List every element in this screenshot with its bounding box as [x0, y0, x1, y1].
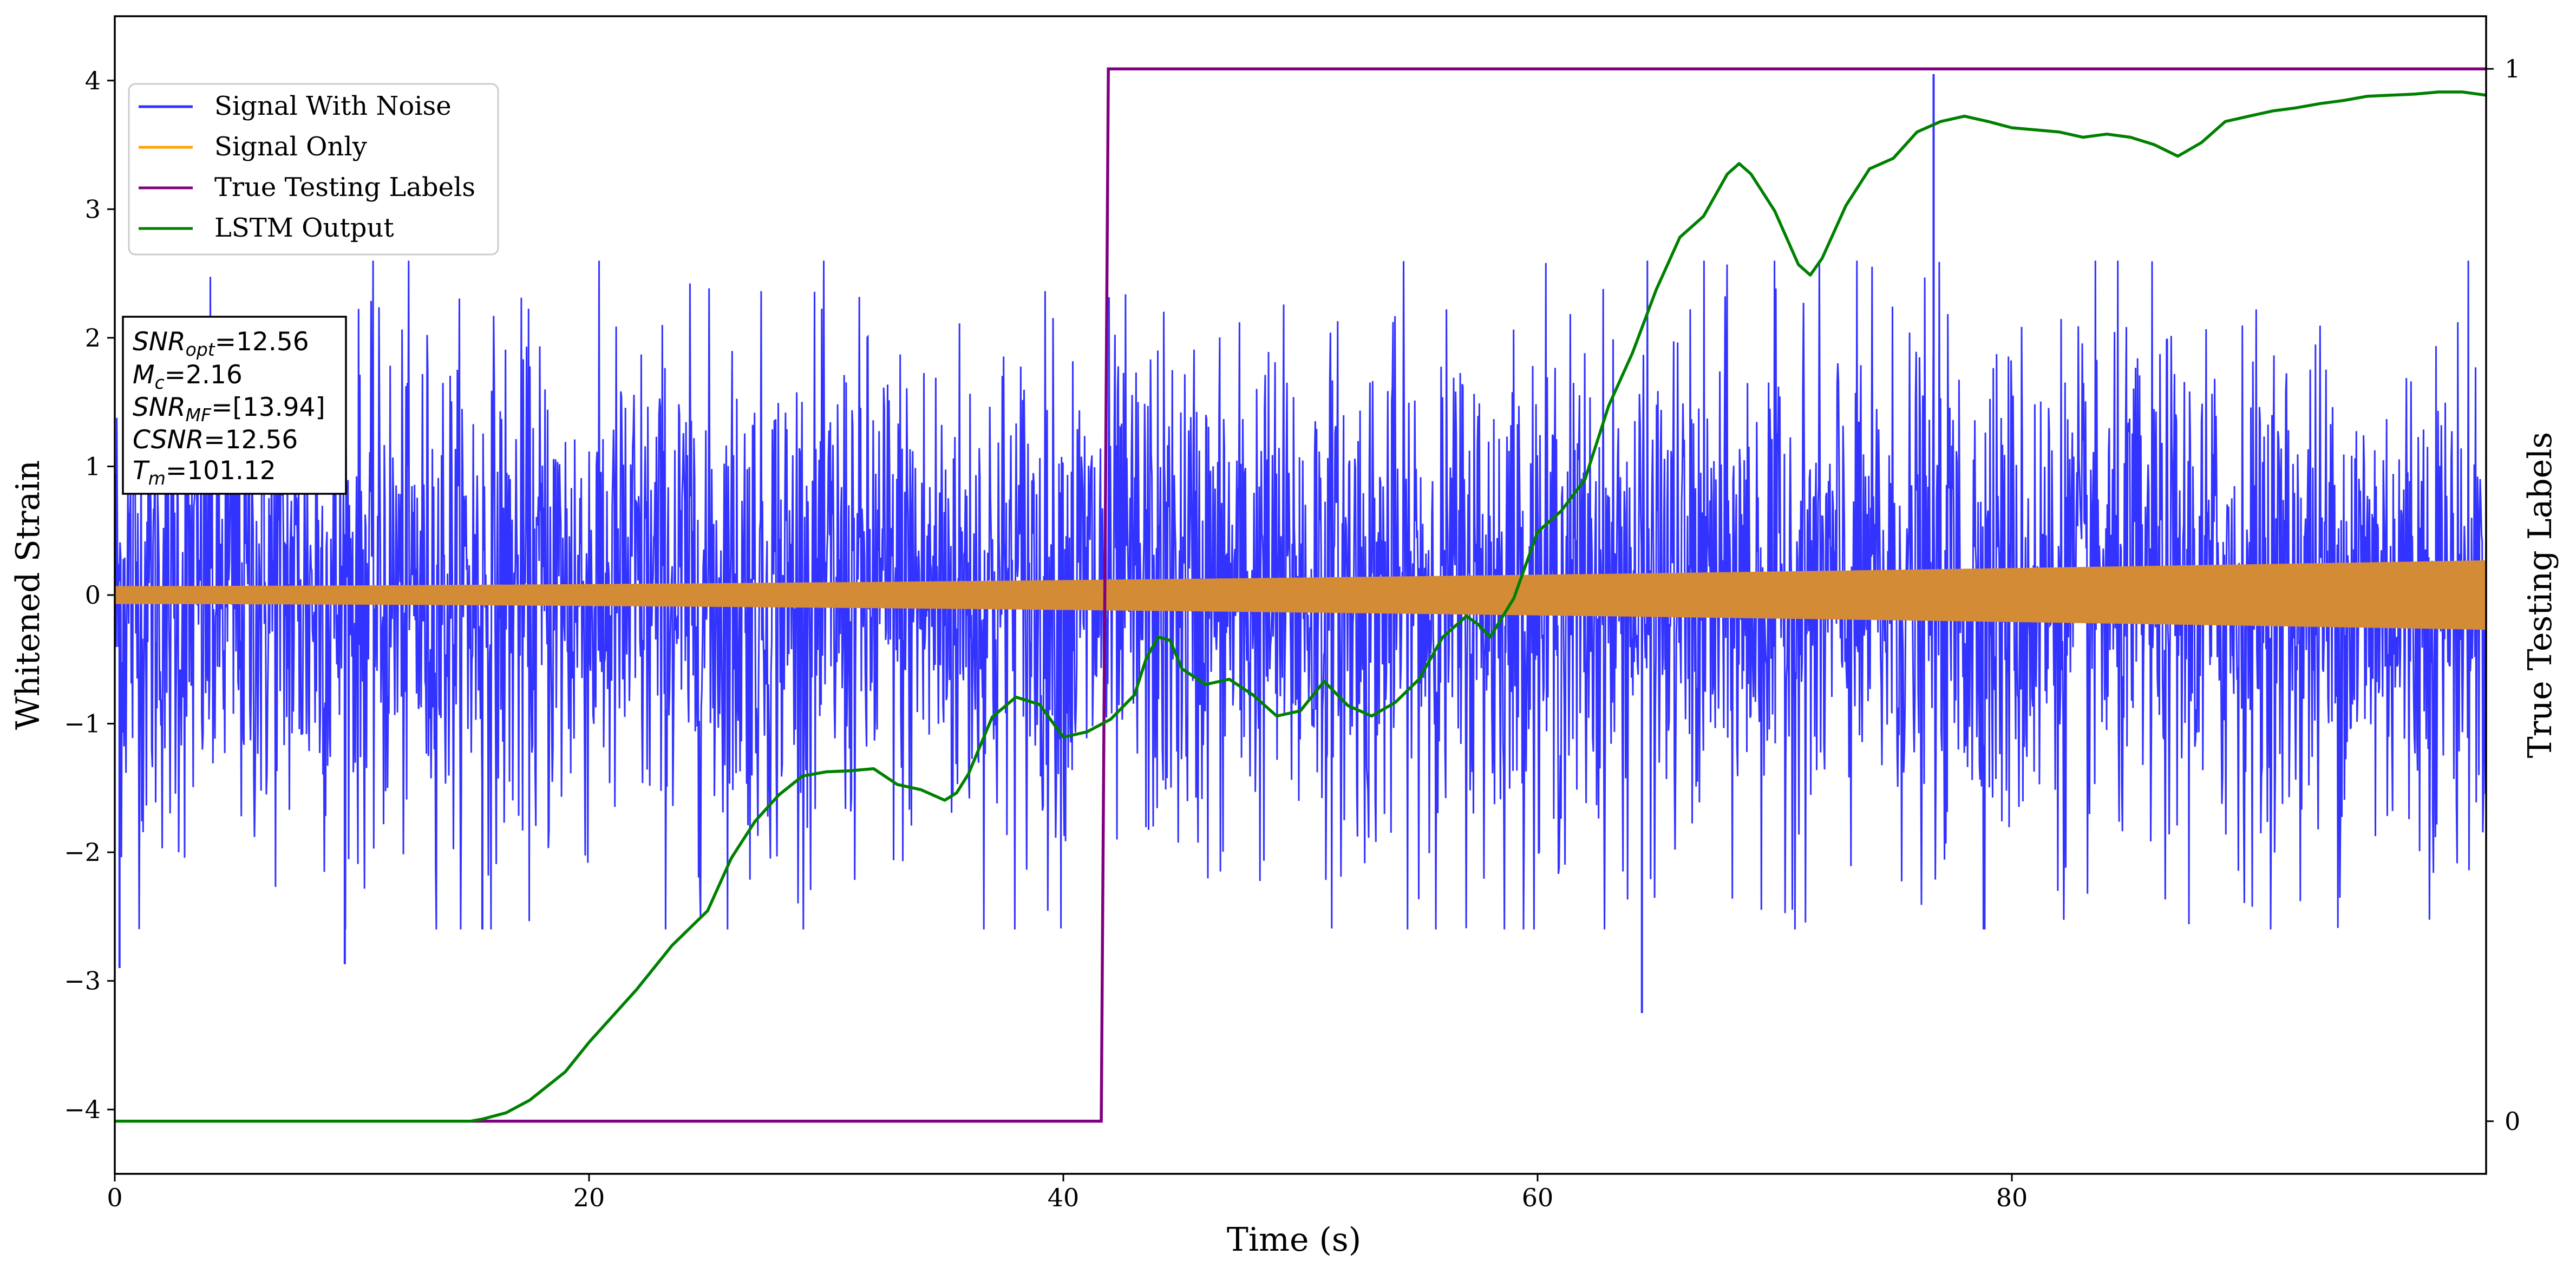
true-labels-line [115, 67, 2486, 1123]
legend-label: Signal Only [214, 132, 367, 162]
legend-item: True Testing Labels [139, 172, 475, 202]
legend-label: Signal With Noise [214, 91, 452, 121]
legend-item: LSTM Output [139, 213, 394, 243]
info-line-csnr: CSNR=12.56 [133, 425, 298, 455]
y-tick-label: 3 [85, 194, 101, 224]
y2-tick-label: 0 [2505, 1107, 2520, 1136]
legend-item: Signal Only [139, 132, 367, 162]
legend: Signal With Noise Signal Only True Testi… [128, 83, 499, 256]
x-axis-title: Time (s) [1227, 1221, 1361, 1259]
lstm-output-line [115, 90, 2486, 1123]
y-tick-label: 1 [85, 452, 101, 481]
x-tick-label: 0 [107, 1183, 122, 1212]
signal-only-trace [115, 560, 2486, 630]
info-box: SNRopt=12.56 Mc=2.16 SNRMF=[13.94] CSNR=… [122, 316, 347, 495]
info-line-tm: Tm=101.12 [133, 456, 276, 489]
info-line-mf-snr: SNRMF=[13.94] [133, 393, 325, 426]
y-tick-label: −4 [64, 1095, 101, 1124]
y-axis-title: Whitened Strain [9, 460, 47, 730]
info-line-opt-snr: SNRopt=12.56 [133, 327, 309, 360]
plot-area [115, 67, 2486, 1123]
info-box-frame [122, 316, 347, 495]
x-tick-label: 20 [573, 1183, 605, 1212]
y-tick-label: 4 [85, 66, 101, 95]
legend-item: Signal With Noise [139, 91, 452, 121]
y2-axis-title: True Testing Labels [2521, 432, 2559, 759]
y-tick-label: 0 [85, 580, 101, 610]
info-line-chirp-mass: Mc=2.16 [133, 360, 243, 393]
y-tick-label: −2 [64, 838, 101, 867]
legend-label: LSTM Output [214, 213, 394, 243]
noise-trace [115, 260, 2486, 930]
x-tick-label: 60 [1522, 1183, 1554, 1212]
y-tick-label: −3 [64, 966, 101, 996]
x-tick-label: 40 [1048, 1183, 1080, 1212]
legend-label: True Testing Labels [214, 172, 475, 202]
x-tick-label: 80 [1996, 1183, 2028, 1212]
y-tick-label: −1 [64, 709, 101, 739]
legend-box [128, 83, 499, 256]
y2-tick-label: 1 [2505, 54, 2520, 83]
y-tick-label: 2 [85, 323, 101, 352]
